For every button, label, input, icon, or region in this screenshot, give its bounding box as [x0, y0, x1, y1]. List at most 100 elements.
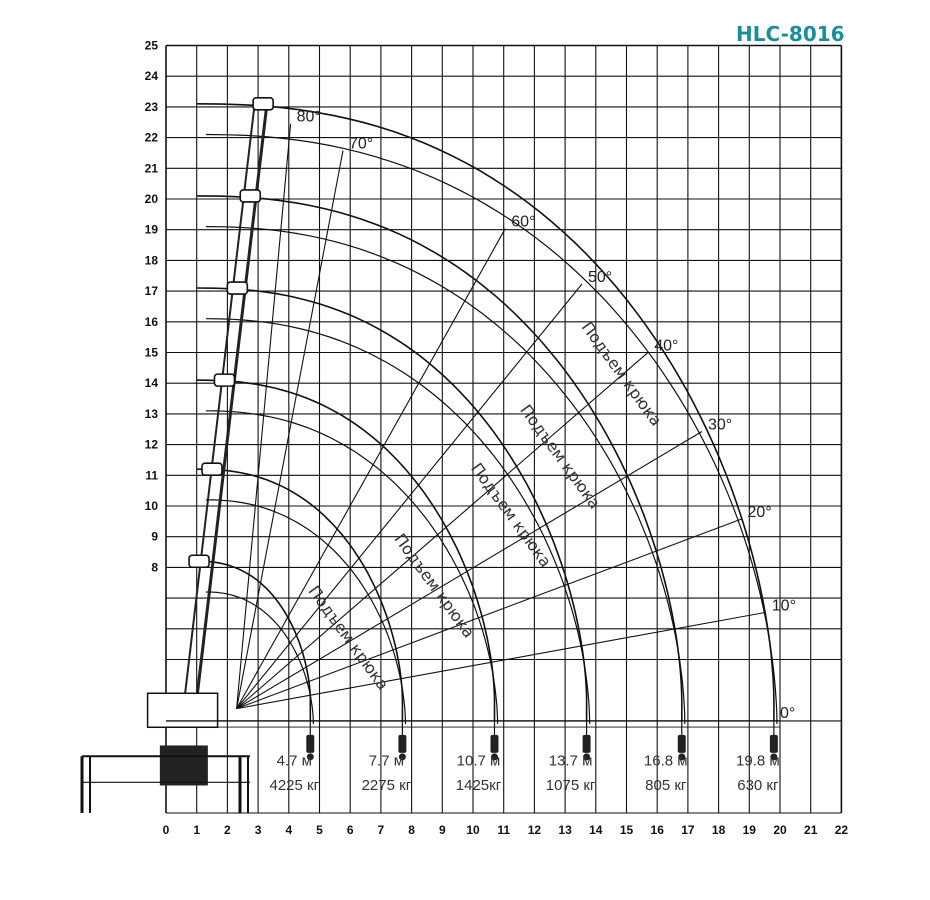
y-tick-label: 8: [151, 560, 158, 574]
hook-tip: [770, 753, 778, 761]
load-label: 1425кг: [456, 777, 502, 794]
x-tick-label: 18: [712, 823, 726, 837]
boom-curve-hook: [205, 318, 591, 725]
reach-label: 4.7 м: [277, 752, 312, 769]
reach-label: 13.7 м: [549, 752, 593, 769]
x-tick-label: 0: [163, 823, 170, 837]
reach-label: 7.7 м: [369, 752, 404, 769]
angle-rays: [236, 123, 766, 710]
y-tick-label: 19: [145, 223, 159, 237]
hook-lift-label: Подъем крюка: [516, 401, 604, 512]
y-tick-label: 13: [145, 407, 159, 421]
y-tick-label: 12: [145, 438, 159, 452]
x-tick-label: 9: [439, 823, 446, 837]
reach-label: 10.7 м: [457, 752, 501, 769]
x-tick-label: 10: [466, 823, 480, 837]
x-tick-label: 11: [497, 823, 510, 837]
chart-labels: 0 1 2 3 4 5 6 7 8 9 10 11 12 13 14 15 16 17 18 19 20 21 228910…: [145, 39, 849, 838]
boom-head: [213, 373, 236, 387]
x-tick-label: 1: [193, 823, 200, 837]
boom-curve-hook: [205, 133, 778, 725]
hook-tip: [583, 753, 591, 761]
boom-head: [201, 462, 223, 476]
angle-label: 80°: [297, 109, 321, 126]
x-tick-label: 16: [651, 823, 665, 837]
angle-label: 60°: [511, 214, 535, 231]
y-tick-label: 18: [145, 253, 159, 267]
x-tick-label: 3: [255, 823, 262, 837]
angle-ray: [236, 518, 742, 710]
angle-label: 0°: [780, 705, 795, 722]
boom-head: [239, 189, 262, 203]
boom-curve-hook: [205, 226, 686, 725]
x-tick-label: 2: [224, 823, 231, 837]
boom-curve-hook: [205, 499, 407, 725]
y-tick-label: 10: [145, 499, 159, 513]
y-tick-label: 16: [145, 315, 159, 329]
angle-ray: [236, 430, 703, 710]
chart-grid: [165, 44, 843, 814]
x-tick-label: 22: [835, 823, 849, 837]
y-tick-label: 20: [145, 192, 159, 206]
y-tick-label: 22: [145, 131, 159, 145]
boom-curve-hook: [205, 591, 314, 725]
boom-head: [252, 97, 274, 111]
angle-ray: [236, 123, 292, 709]
angle-label: 50°: [588, 269, 612, 286]
y-tick-label: 15: [145, 346, 159, 360]
angle-ray: [236, 611, 766, 710]
load-label: 2275 кг: [362, 777, 412, 794]
angle-ray: [236, 351, 649, 710]
reach-label: 16.8 м: [644, 752, 688, 769]
load-label: 4225 кг: [270, 777, 320, 794]
y-tick-label: 9: [151, 530, 158, 544]
x-tick-label: 15: [620, 823, 634, 837]
y-tick-label: 21: [145, 161, 159, 175]
hook-block: [677, 734, 686, 753]
crane-drawing: [80, 97, 780, 813]
hook-tip: [306, 753, 314, 761]
hook-tip: [678, 753, 686, 761]
load-label: 805 кг: [645, 777, 687, 794]
model-title: HLC-8016: [736, 22, 845, 46]
angle-ray: [236, 150, 344, 709]
boom-curve-outer: [196, 103, 775, 721]
boom-curve-outer: [196, 560, 312, 721]
y-tick-label: 17: [145, 284, 159, 298]
hook-block: [490, 734, 499, 753]
angle-ray: [236, 283, 583, 709]
hook-block: [398, 734, 407, 753]
x-tick-label: 19: [743, 823, 757, 837]
y-tick-label: 14: [145, 376, 159, 390]
reach-label: 19.8 м: [736, 752, 780, 769]
boom-curve-outer: [196, 379, 496, 721]
x-tick-label: 21: [804, 823, 818, 837]
x-tick-label: 7: [378, 823, 385, 837]
x-tick-label: 14: [589, 823, 603, 837]
angle-label: 40°: [654, 337, 678, 354]
boom-curve-hook: [205, 410, 499, 725]
y-tick-label: 11: [145, 468, 158, 482]
angle-label: 70°: [349, 136, 373, 153]
angle-ray: [236, 228, 506, 709]
boom-head: [188, 554, 210, 569]
boom-curve-outer: [196, 287, 588, 721]
load-label: 630 кг: [737, 777, 779, 794]
crane-base: [146, 692, 219, 729]
hook-tip: [490, 753, 498, 761]
y-tick-label: 23: [145, 100, 159, 114]
x-tick-label: 13: [558, 823, 572, 837]
hook-tip: [398, 753, 406, 761]
x-tick-label: 12: [528, 823, 542, 837]
x-tick-label: 5: [316, 823, 323, 837]
y-tick-label: 25: [145, 39, 159, 53]
x-tick-label: 4: [285, 823, 292, 837]
x-tick-label: 20: [773, 823, 787, 837]
load-label: 1075 кг: [546, 777, 596, 794]
y-tick-label: 24: [145, 69, 159, 83]
hook-block: [306, 734, 315, 753]
hook-block: [582, 734, 591, 753]
boom-head: [226, 281, 249, 295]
angle-label: 10°: [772, 597, 796, 614]
